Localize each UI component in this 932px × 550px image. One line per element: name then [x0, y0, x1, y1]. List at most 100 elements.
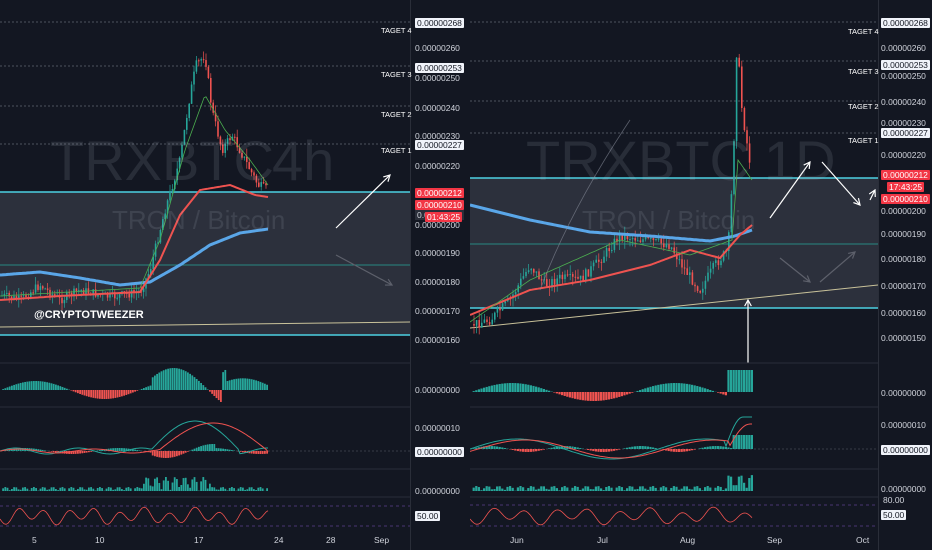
- macd2-hist-bar: [623, 448, 626, 449]
- macd-hist-bar: [61, 386, 64, 390]
- left-chart-pane[interactable]: TRXBTC 4h TRON / Bitcoin @CRYPTOTWEEZER: [0, 0, 410, 550]
- volume-bar: [537, 488, 540, 491]
- volume-bar: [631, 486, 634, 491]
- candle-body: [715, 260, 717, 264]
- volume-bar: [184, 477, 187, 491]
- right-tick: 0.00000150: [881, 333, 926, 343]
- candle-body: [520, 278, 522, 286]
- macd-hist-bar: [28, 381, 31, 390]
- candle-body: [678, 259, 681, 261]
- candle-body: [166, 200, 169, 214]
- macd2-hist-bar: [743, 435, 746, 449]
- candle-body: [42, 286, 44, 289]
- macd2-hist-bar: [600, 449, 603, 452]
- volume-bar: [610, 487, 613, 491]
- macd-hist-bar: [169, 368, 172, 390]
- left-tick: 0.00000190: [415, 248, 460, 258]
- volume-bar: [81, 487, 84, 491]
- macd2-hist-bar: [55, 451, 57, 453]
- macd2-hist-bar: [231, 450, 233, 451]
- right-chart-pane[interactable]: TRXBTC 1D TRON / Bitcoin: [470, 0, 878, 550]
- macd2-hist-bar: [173, 451, 176, 457]
- macd2-hist-bar: [6, 449, 9, 451]
- candle-body: [13, 296, 15, 300]
- macd-hist-bar: [158, 372, 161, 390]
- macd2-hist-bar: [112, 448, 114, 451]
- volume-bar: [52, 487, 55, 491]
- macd-hist-bar: [626, 392, 629, 395]
- macd2-hist-bar: [79, 451, 81, 454]
- volume-bar: [665, 487, 668, 491]
- macd-hist-bar: [522, 383, 525, 392]
- volume-bar: [244, 489, 246, 491]
- candle-body: [514, 291, 517, 295]
- volume-bar: [488, 486, 491, 491]
- macd2-hist-bar: [688, 449, 691, 451]
- macd-hist-bar: [607, 392, 610, 400]
- macd2-hist-bar: [70, 451, 73, 454]
- left-tick: 0.00000220: [415, 161, 460, 171]
- left-tick: 0.00000240: [415, 103, 460, 113]
- volume-bar: [576, 486, 579, 491]
- volume-bar: [8, 490, 11, 491]
- left-target-2-label: TAGET 2: [381, 110, 412, 119]
- candle-body: [527, 270, 530, 272]
- macd2-hist-bar: [33, 448, 35, 451]
- candle-body: [224, 143, 226, 153]
- volume-bar: [158, 483, 161, 491]
- macd-hist-bar: [506, 383, 509, 392]
- candle-body: [219, 136, 222, 145]
- volume-bar: [173, 477, 176, 491]
- volume-bar: [675, 486, 678, 491]
- volume-bar: [39, 488, 42, 491]
- macd2-hist-bar: [118, 448, 121, 451]
- macd-hist-bar: [237, 378, 240, 390]
- ghost-arrow-up-head: [848, 251, 856, 259]
- right-vol-tick: 0.00000000: [881, 484, 926, 494]
- macd-hist-bar: [693, 385, 696, 392]
- volume-bar: [63, 488, 66, 491]
- right-price-axis[interactable]: 0.00000268 0.00000260 0.00000253 0.00000…: [878, 0, 932, 550]
- volume-bar: [77, 488, 79, 491]
- macd2-hist-bar: [13, 448, 15, 451]
- volume-bar: [125, 487, 128, 491]
- volume-bar: [561, 487, 564, 491]
- macd2-hist-bar: [136, 450, 139, 451]
- right-countdown-tag: 17:43:25: [887, 182, 925, 192]
- macd-hist-bar: [13, 384, 15, 390]
- volume-bar: [143, 483, 145, 491]
- left-watermark-symbol: TRXBTC: [50, 129, 274, 192]
- volume-bar: [178, 486, 180, 491]
- macd-hist-bar: [496, 384, 499, 392]
- volume-bar: [535, 489, 538, 491]
- macd-line: [470, 416, 752, 460]
- volume-bar: [483, 488, 486, 491]
- candle-body: [639, 240, 642, 242]
- left-price-chart[interactable]: [0, 0, 410, 550]
- volume-bar: [519, 486, 522, 491]
- macd2-hist-bar: [209, 444, 211, 451]
- right-target-2-label: TAGET 2: [848, 102, 879, 111]
- macd-hist-bar: [213, 390, 216, 396]
- macd-hist-bar: [8, 386, 11, 390]
- volume-bar: [114, 489, 117, 491]
- candle-body: [109, 293, 111, 298]
- volume-bar: [239, 487, 242, 491]
- right-x-label: Jul: [597, 535, 608, 545]
- macd-hist-bar: [118, 390, 121, 397]
- candle-body: [473, 324, 475, 326]
- volume-bar: [30, 488, 33, 491]
- macd-hist-bar: [220, 390, 222, 402]
- right-price-chart[interactable]: [470, 0, 878, 550]
- candle-body: [733, 141, 735, 195]
- macd-hist-bar: [57, 385, 59, 390]
- right-tick: 0.00000190: [881, 229, 926, 239]
- volume-bar: [92, 488, 95, 491]
- candle-body: [37, 284, 39, 290]
- left-price-axis[interactable]: 0.00000268 0.00000260 0.00000253 0.00000…: [410, 0, 470, 550]
- macd-hist-bar: [553, 392, 556, 393]
- macd-hist-bar: [511, 383, 514, 392]
- volume-bar: [15, 487, 18, 491]
- candle-body: [10, 296, 13, 300]
- candle-body: [561, 274, 564, 280]
